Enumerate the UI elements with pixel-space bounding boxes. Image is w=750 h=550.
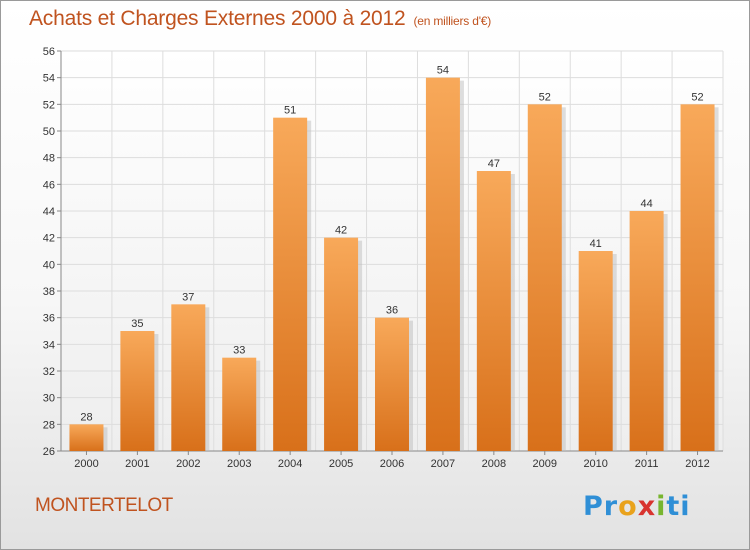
data-label: 33: [233, 345, 245, 357]
bar: [476, 171, 511, 451]
bar: [680, 104, 715, 451]
y-tick-label: 46: [43, 179, 55, 191]
bar: [425, 77, 460, 452]
commune-name: MONTERTELOT: [35, 495, 173, 516]
chart-title-text: Achats et Charges Externes 2000 à 2012: [29, 7, 406, 30]
x-tick-label: 2011: [635, 458, 659, 470]
logo-letter: ti: [666, 491, 691, 522]
x-tick-label: 2001: [125, 458, 149, 470]
chart-title: Achats et Charges Externes 2000 à 2012 (e…: [29, 7, 491, 31]
data-label: 37: [182, 291, 194, 303]
x-tick-label: 2000: [74, 458, 98, 470]
y-tick-label: 50: [43, 126, 55, 138]
x-tick-label: 2002: [176, 458, 200, 470]
data-label: 42: [335, 225, 347, 237]
bar: [222, 357, 257, 451]
x-tick-label: 2012: [685, 458, 709, 470]
x-tick-label: 2003: [227, 458, 251, 470]
bar: [527, 104, 562, 451]
x-tick-label: 2007: [431, 458, 455, 470]
x-tick-label: 2008: [482, 458, 506, 470]
y-tick-label: 28: [43, 419, 55, 431]
bar: [375, 317, 409, 451]
data-label: 54: [437, 65, 449, 77]
y-tick-label: 32: [43, 366, 55, 378]
bar: [578, 251, 613, 451]
x-tick-label: 2004: [278, 458, 302, 470]
bar: [171, 304, 206, 451]
y-tick-label: 44: [43, 206, 55, 218]
proxiti-logo: Proxiti: [583, 491, 691, 522]
y-tick-label: 42: [43, 233, 55, 245]
bar: [629, 211, 664, 451]
y-tick-label: 52: [43, 99, 55, 111]
logo-letter: o: [618, 491, 638, 522]
data-label: 35: [131, 318, 143, 330]
y-tick-label: 40: [43, 259, 55, 271]
data-label: 36: [386, 305, 398, 317]
chart-unit: (en milliers d'€): [413, 14, 492, 28]
logo-letter: x: [637, 491, 657, 522]
bar: [324, 237, 359, 451]
data-label: 28: [80, 411, 92, 423]
x-tick-label: 2010: [583, 458, 607, 470]
logo-letter: i: [656, 491, 667, 522]
data-label: 51: [284, 105, 296, 117]
y-tick-label: 34: [43, 339, 55, 351]
logo-letter: P: [583, 491, 604, 522]
y-tick-label: 56: [43, 46, 55, 58]
y-tick-label: 36: [43, 313, 55, 325]
data-label: 52: [539, 91, 551, 103]
data-label: 41: [590, 238, 602, 250]
logo-letter: r: [603, 491, 619, 522]
data-label: 52: [691, 91, 703, 103]
data-label: 44: [640, 198, 652, 210]
bar: [120, 331, 155, 451]
y-tick-label: 30: [43, 393, 55, 405]
y-tick-label: 54: [43, 73, 55, 85]
y-tick-label: 48: [43, 153, 55, 165]
x-tick-label: 2005: [329, 458, 353, 470]
y-tick-label: 38: [43, 286, 55, 298]
bar: [273, 117, 308, 452]
y-tick-label: 26: [43, 446, 55, 458]
x-tick-label: 2009: [533, 458, 557, 470]
data-label: 47: [488, 158, 500, 170]
bar: [69, 424, 104, 451]
x-tick-label: 2006: [380, 458, 404, 470]
